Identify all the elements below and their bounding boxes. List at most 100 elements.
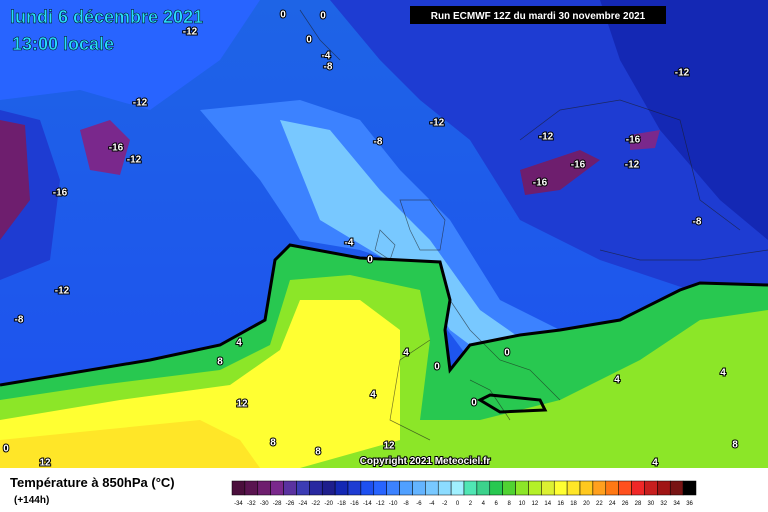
- warmest-zone: [0, 420, 260, 468]
- scale-label: 8: [507, 501, 511, 507]
- scale-swatch: [515, 480, 529, 496]
- contour-label: 8: [732, 440, 738, 451]
- contour-label: -16: [533, 178, 548, 189]
- scale-swatch: [231, 480, 246, 496]
- scale-swatch: [257, 480, 271, 496]
- scale-label: 22: [596, 501, 603, 507]
- date: lundi 6 décembre 2021: [10, 7, 203, 27]
- scale-swatch: [476, 480, 491, 496]
- scale-label: 6: [495, 501, 499, 507]
- contour-label: 8: [270, 438, 276, 449]
- scale-swatch: [412, 480, 426, 496]
- scale-swatch: [528, 480, 542, 496]
- scale-swatch: [244, 480, 259, 496]
- contour-label: 0: [320, 11, 326, 22]
- contour-label: 0: [504, 348, 510, 359]
- scale-swatch: [373, 480, 387, 496]
- scale-label: 2: [469, 501, 473, 507]
- scale-label: 16: [557, 501, 564, 507]
- scale-label: 4: [482, 501, 486, 507]
- scale-swatch: [657, 480, 671, 496]
- scale-swatch: [489, 480, 503, 496]
- scale-label: 24: [609, 501, 616, 507]
- contour-label: -16: [109, 143, 124, 154]
- contour-label: -8: [324, 62, 333, 73]
- run-info: Run ECMWF 12Z du mardi 30 novembre 2021: [431, 11, 646, 22]
- zero-isotherm: [0, 243, 768, 414]
- cold-core: [80, 120, 130, 175]
- scale-swatch: [541, 480, 555, 496]
- contour-label: 4: [403, 348, 409, 359]
- legend-lead: (+144h): [14, 495, 49, 506]
- scale-label: -18: [337, 501, 346, 507]
- contour-label: -12: [625, 160, 640, 171]
- scale-label: -6: [416, 501, 422, 507]
- contour-label: 4: [652, 458, 658, 469]
- contour-label: 8: [217, 357, 223, 368]
- contour-label: 0: [280, 10, 286, 21]
- scale-swatch: [450, 480, 465, 496]
- scale-label: -26: [286, 501, 295, 507]
- cool-zone: [0, 0, 260, 110]
- scale-label: -30: [260, 501, 269, 507]
- run-box: [410, 6, 666, 24]
- greenland-core: [0, 120, 30, 240]
- contour-label: 12: [39, 458, 51, 469]
- copyright: Copyright 2021 Meteociel.fr: [360, 456, 491, 467]
- scale-label: -22: [311, 501, 320, 507]
- contour-label: 12: [236, 399, 248, 410]
- scale-swatch: [605, 480, 619, 496]
- contour-label: -4: [322, 51, 331, 62]
- scale-swatch: [283, 480, 297, 496]
- scale-label: 12: [532, 501, 539, 507]
- scale-swatch: [631, 480, 645, 496]
- contour-label: -8: [374, 137, 383, 148]
- warmer-zone: [0, 300, 400, 468]
- finland-core: [630, 130, 660, 150]
- scale-swatch: [347, 480, 362, 496]
- contour-label: -12: [55, 286, 70, 297]
- contour-label: 0: [3, 444, 9, 455]
- contour-label: -16: [571, 160, 586, 171]
- scale-label: -34: [234, 501, 243, 507]
- contour-labels: -120 00-4-8-12-12-12-8 -12 -16-16-12 -16 -12-…: [2, 9, 739, 470]
- scale-label: -10: [389, 501, 398, 507]
- scale-label: 26: [622, 501, 629, 507]
- contour-label: -12: [183, 27, 198, 38]
- scale-swatch: [386, 480, 400, 496]
- scandinavia-core: [520, 150, 600, 195]
- scale-swatch: [502, 480, 516, 496]
- contour-label: 0: [471, 398, 477, 409]
- milder-tongue: [280, 120, 530, 360]
- scale-swatch: [437, 480, 452, 496]
- scale-label: 0: [456, 501, 460, 507]
- time: 13:00 locale: [12, 34, 114, 54]
- contour-label: 8: [315, 447, 321, 458]
- scale-swatch: [360, 480, 375, 496]
- scale-label: 32: [660, 501, 667, 507]
- contour-label: 4: [720, 368, 726, 379]
- scale-swatch: [334, 480, 349, 496]
- scale-label: -12: [376, 501, 385, 507]
- scale-swatch: [566, 480, 581, 496]
- contour-label: 0: [434, 362, 440, 373]
- scale-label: -2: [442, 501, 448, 507]
- contour-label: -12: [430, 118, 445, 129]
- contour-label: -8: [693, 217, 702, 228]
- contour-label: -12: [539, 132, 554, 143]
- contour-label: 4: [236, 338, 242, 349]
- contour-label: 4: [614, 375, 620, 386]
- contour-label: -16: [626, 135, 641, 146]
- contour-label: -12: [127, 155, 142, 166]
- scale-swatch: [553, 480, 568, 496]
- scale-label: -32: [247, 501, 256, 507]
- scale-label: -16: [350, 501, 359, 507]
- scale-swatch: [592, 480, 607, 496]
- scale-label: 36: [686, 501, 693, 507]
- color-scale: -34 -32 -30 -28 -26 -24 -22 -20 -18 -16 -14 -12 -10-…: [231, 480, 697, 507]
- scale-swatch: [579, 480, 594, 496]
- scale-swatch: [463, 480, 478, 496]
- scale-label: 34: [673, 501, 680, 507]
- scale-label: -28: [273, 501, 282, 507]
